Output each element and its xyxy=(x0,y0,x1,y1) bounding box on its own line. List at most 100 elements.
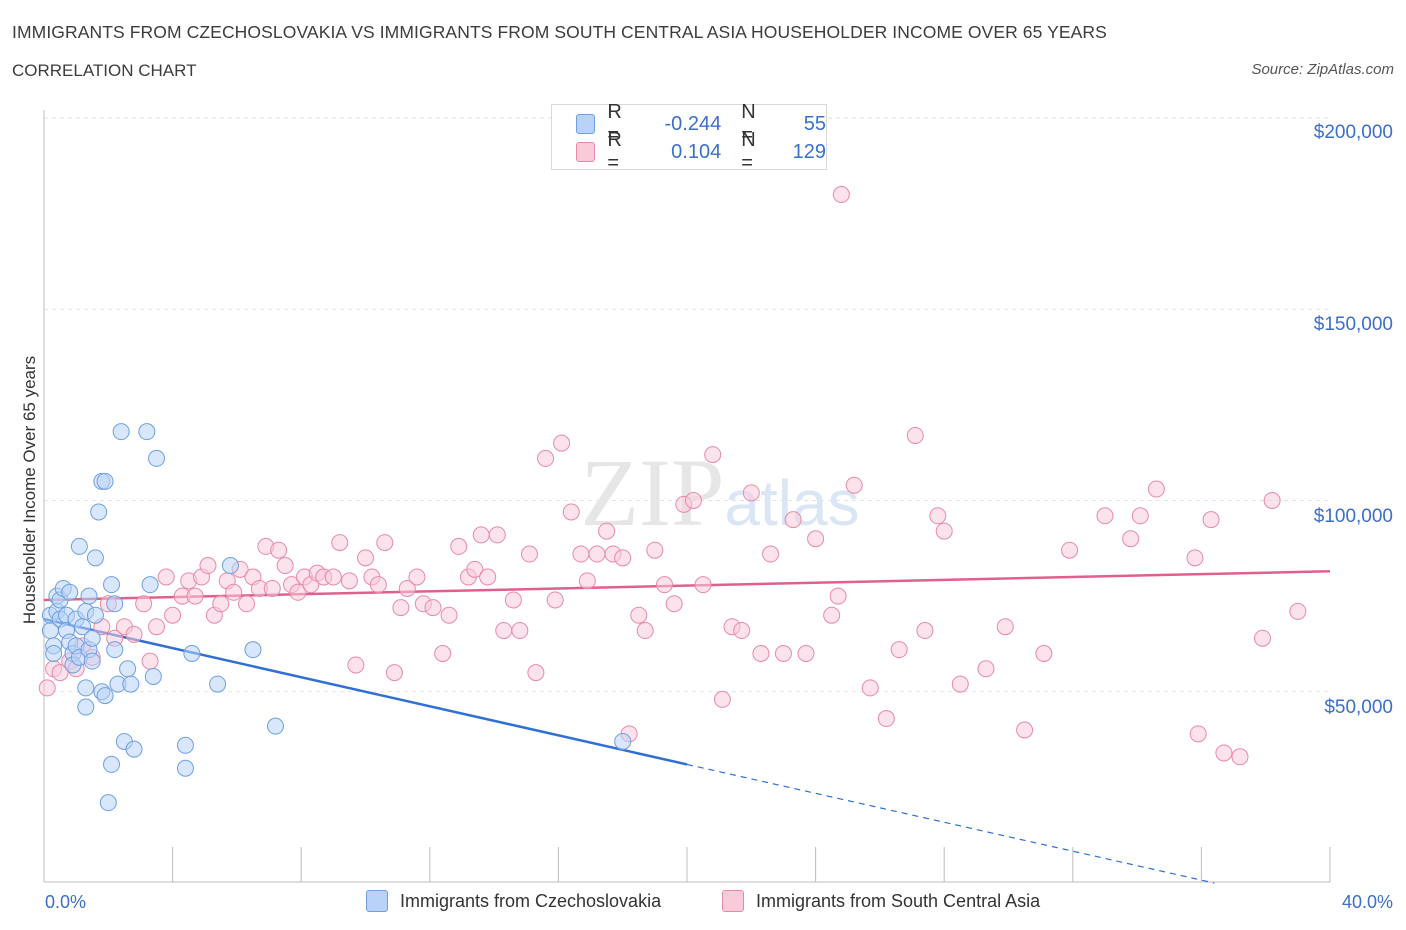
series-south-central-asia xyxy=(38,186,1307,766)
data-point xyxy=(385,664,403,682)
data-point xyxy=(916,622,934,640)
data-point xyxy=(845,476,863,494)
data-point xyxy=(103,755,121,773)
bottom-legend-south-central-asia: Immigrants from South Central Asia xyxy=(722,890,1040,912)
data-point xyxy=(357,549,374,567)
y-axis-title: Householder Income Over 65 years xyxy=(20,355,39,625)
data-point xyxy=(572,545,590,563)
data-point xyxy=(665,595,683,613)
data-point xyxy=(472,526,490,544)
data-point xyxy=(440,606,458,624)
data-point xyxy=(90,503,108,521)
data-point xyxy=(1189,725,1207,743)
data-point xyxy=(829,587,847,605)
data-point xyxy=(434,645,452,662)
y-tick-label-150k: $150,000 xyxy=(1313,314,1393,335)
data-point xyxy=(1253,629,1271,647)
data-point xyxy=(1122,530,1140,548)
data-point xyxy=(704,446,722,464)
data-point xyxy=(598,522,616,540)
data-point xyxy=(331,534,349,552)
bottom-legend-label: Immigrants from Czechoslovakia xyxy=(400,890,662,911)
data-point xyxy=(684,492,702,509)
data-point xyxy=(906,426,924,444)
axes xyxy=(43,110,1331,883)
data-point xyxy=(527,664,545,682)
legend-r-label: R = xyxy=(607,129,622,174)
gridlines xyxy=(44,117,1330,693)
data-point xyxy=(504,591,522,609)
data-point xyxy=(369,576,387,594)
data-point xyxy=(70,537,88,555)
data-point xyxy=(77,698,95,716)
legend-r-label: R = xyxy=(607,101,622,146)
data-point xyxy=(614,732,632,750)
data-point xyxy=(951,675,969,693)
data-point xyxy=(176,759,194,777)
data-point xyxy=(86,606,104,624)
legend-n-label: N = xyxy=(741,129,756,174)
trend-line-czechoslovakia-extrapolated xyxy=(686,763,1215,884)
data-point xyxy=(495,622,513,640)
data-point xyxy=(742,484,760,502)
data-point xyxy=(148,449,166,467)
data-point xyxy=(450,537,468,555)
data-point xyxy=(96,687,114,705)
legend-n-value: 55 xyxy=(803,112,826,135)
data-point xyxy=(977,660,995,678)
data-point xyxy=(929,507,947,525)
data-point xyxy=(61,583,79,601)
data-point xyxy=(655,576,673,594)
data-point xyxy=(125,625,143,643)
data-point xyxy=(546,591,564,609)
legend-n-label: N = xyxy=(741,101,756,146)
data-point xyxy=(141,652,159,670)
data-point xyxy=(646,541,664,559)
data-point xyxy=(38,679,56,697)
data-point xyxy=(186,587,204,605)
data-point xyxy=(103,576,121,594)
data-point xyxy=(1131,507,1149,525)
data-point xyxy=(1035,645,1053,662)
legend-n-value: 129 xyxy=(792,140,826,163)
correlation-legend: R = -0.244 N = 55 R = 0.104 N = 129 xyxy=(551,101,827,174)
data-point xyxy=(774,645,792,662)
legend-row-south-central-asia: R = 0.104 N = 129 xyxy=(576,129,826,174)
data-point xyxy=(122,675,140,693)
data-point xyxy=(890,641,908,659)
data-point xyxy=(1016,721,1034,739)
data-point xyxy=(636,622,654,640)
data-point xyxy=(144,667,162,685)
data-point xyxy=(797,645,815,662)
data-point xyxy=(176,736,194,754)
data-point xyxy=(324,568,342,586)
data-point xyxy=(935,522,953,540)
data-point xyxy=(45,645,63,662)
data-point xyxy=(713,690,731,708)
data-point xyxy=(553,434,571,452)
data-point xyxy=(238,595,256,613)
data-point xyxy=(266,717,284,735)
data-point xyxy=(86,549,104,567)
legend-row-czechoslovakia: R = -0.244 N = 55 xyxy=(576,101,826,146)
data-point xyxy=(733,622,751,640)
y-tick-label-50k: $50,000 xyxy=(1324,697,1393,718)
data-point xyxy=(183,645,201,662)
data-point xyxy=(263,579,281,597)
data-point xyxy=(1289,602,1307,620)
data-point xyxy=(221,557,239,575)
data-point xyxy=(511,622,529,640)
data-point xyxy=(77,679,95,697)
bottom-legend-czechoslovakia: Immigrants from Czechoslovakia xyxy=(366,890,661,912)
data-point xyxy=(112,423,130,441)
trend-lines xyxy=(43,570,1331,884)
chart-title: IMMIGRANTS FROM CZECHOSLOVAKIA VS IMMIGR… xyxy=(12,22,1107,42)
data-point xyxy=(141,576,159,594)
data-point xyxy=(83,629,101,647)
data-point xyxy=(694,576,712,594)
legend-r-value: -0.244 xyxy=(664,112,722,135)
data-point xyxy=(823,606,841,624)
watermark-atlas: atlas xyxy=(724,467,859,539)
data-point xyxy=(762,545,780,563)
data-point xyxy=(479,568,497,586)
